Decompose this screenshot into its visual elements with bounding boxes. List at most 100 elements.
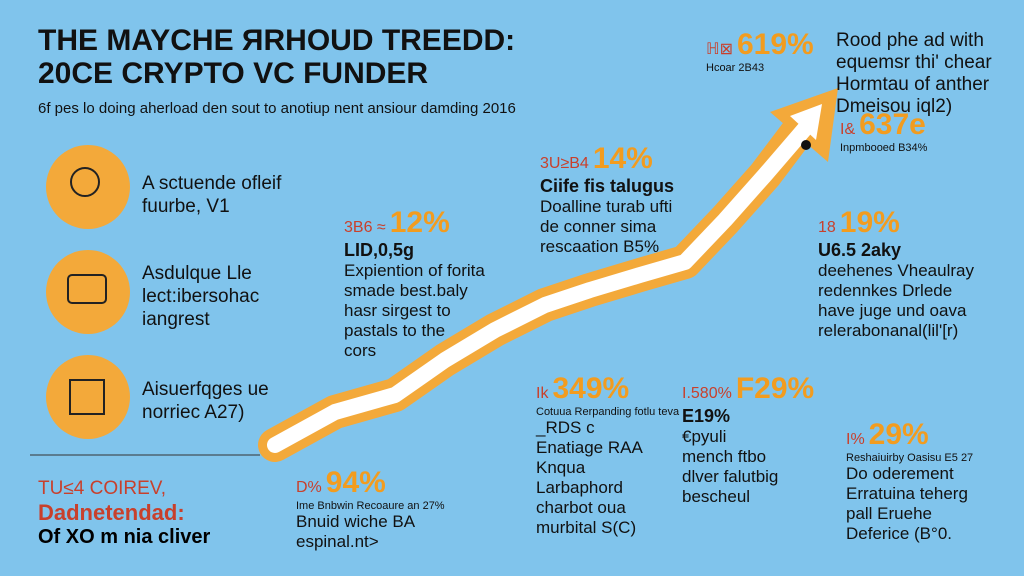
feature-text: A sctuende ofleif bbox=[142, 173, 282, 194]
callout-stat: 94% bbox=[325, 466, 386, 499]
callout-head: 3B6 ≈12% bbox=[344, 206, 485, 240]
note: Rood phe ad with equemsr thi' chear Hormta… bbox=[836, 30, 992, 118]
callout-line: cors bbox=[344, 341, 377, 360]
callout-head: I% 29% bbox=[846, 418, 973, 452]
callout-line: pall Eruehe bbox=[846, 504, 933, 523]
callout-sub: Ciife fis talugus bbox=[540, 176, 675, 196]
subtitle: 6f pes lo doing aherload den sout to ano… bbox=[38, 100, 516, 117]
callout-prefix: I.580% bbox=[682, 385, 732, 402]
callout-sub: Hcoar 2B43 bbox=[706, 62, 765, 74]
callout-line: deehenes Vheaulray bbox=[818, 261, 974, 280]
note-line: equemsr thi' chear bbox=[836, 52, 992, 73]
note-line: Rood phe ad with bbox=[836, 30, 984, 51]
callout-line: €pyuli bbox=[682, 427, 727, 446]
callout-line: Bnuid wiche BA bbox=[296, 512, 416, 531]
callout-line: pastals to the bbox=[344, 321, 446, 340]
feature-text: lect:ibersohac bbox=[142, 286, 260, 307]
footer-left: TU≤4 COIREV, Dadnetendad: Of XO m nia cl… bbox=[38, 478, 210, 549]
callout-stat: 619% bbox=[737, 28, 814, 61]
callout-line: espinal.nt> bbox=[296, 532, 379, 551]
callout-line: smade best.baly bbox=[344, 281, 468, 300]
callout-line: _RDS c bbox=[536, 418, 595, 437]
callout-line: murbital S(C) bbox=[536, 518, 637, 537]
callout-sub: Inpmbooed B34% bbox=[840, 142, 928, 154]
callout-line: charbot oua bbox=[536, 498, 626, 517]
callout-stat: 29% bbox=[868, 418, 929, 451]
callout-prefix: ℍ⊠ bbox=[706, 41, 733, 58]
arrow-head-inner bbox=[790, 104, 822, 140]
note-line: Dmeisou iql2) bbox=[836, 96, 953, 117]
callout-line: Doalline turab ufti bbox=[540, 197, 673, 216]
callout: 3U≥B4 14% Ciife fis talugus Doalline turab … bbox=[540, 142, 674, 257]
callout-line: mench ftbo bbox=[682, 447, 767, 466]
callout-sub: U6.5 2aky bbox=[818, 240, 902, 260]
icon bbox=[46, 355, 130, 439]
callout-head: I& 637e bbox=[840, 108, 927, 142]
callout: D% 94% Ime Bnbwin Recoaure an 27% Bnuid wic… bbox=[296, 466, 445, 552]
callout-head: ℍ⊠ 619% bbox=[706, 28, 814, 62]
callout-line: Knqua bbox=[536, 458, 586, 477]
feature-text: fuurbe, V1 bbox=[142, 196, 230, 217]
callout: ℍ⊠ 619% Hcoar 2B43 bbox=[706, 28, 814, 74]
callout-line: de conner sima bbox=[540, 217, 657, 236]
callout-head: Ik 349% bbox=[536, 372, 679, 406]
callout-line: bescheul bbox=[682, 487, 751, 506]
feature-text: norriec A27) bbox=[142, 402, 245, 423]
callout-stat: 14% bbox=[592, 142, 653, 175]
callout: 3B6 ≈12% LID,0,5g Expiention of forita smad… bbox=[344, 206, 485, 361]
callout-line: have juge und oava bbox=[818, 301, 967, 320]
icon-glyph bbox=[70, 167, 100, 197]
callout-stat: 637e bbox=[859, 108, 926, 141]
feature-text: iangrest bbox=[142, 309, 210, 330]
title-line: THE MAYCHE ЯRHOUD TREEDD: bbox=[38, 24, 516, 57]
callout-sub: Reshaiuirby Oasisu E5 27 bbox=[846, 452, 974, 464]
title-line: 20CE CRYPTO VC FUNDER bbox=[38, 57, 429, 90]
callout-line: Do oderement bbox=[846, 464, 954, 483]
callout-sub: Cotuua Rerpanding fotlu teva bbox=[536, 406, 680, 418]
callout-head: 3U≥B4 14% bbox=[540, 142, 674, 176]
callout: Ik 349% Cotuua Rerpanding fotlu teva _RDS c… bbox=[536, 372, 679, 538]
icon-glyph bbox=[67, 274, 107, 304]
feature: Asdulque Lle lect:ibersohac iangrest bbox=[142, 262, 259, 331]
icon-glyph bbox=[69, 379, 105, 415]
callout-line: dlver falutbig bbox=[682, 467, 779, 486]
callout-stat: F29% bbox=[735, 372, 815, 405]
callout-line: Enatiage RAA bbox=[536, 438, 643, 457]
headline: Dadnetendad: bbox=[38, 500, 185, 525]
callout-prefix: 3B6 ≈ bbox=[344, 219, 386, 236]
callout-head: D% 94% bbox=[296, 466, 445, 500]
tag: TU≤4 COIREV, bbox=[38, 478, 166, 499]
callout: I% 29% Reshaiuirby Oasisu E5 27 Do oderemen… bbox=[846, 418, 973, 544]
callout-line: rescaation B5% bbox=[540, 237, 660, 256]
callout-prefix: I& bbox=[840, 121, 856, 138]
dot bbox=[801, 140, 811, 150]
callout-prefix: I% bbox=[846, 431, 865, 448]
callout-line: redennkes Drlede bbox=[818, 281, 953, 300]
callout-prefix: 3U≥B4 bbox=[540, 155, 589, 172]
icon bbox=[46, 250, 130, 334]
callout-stat: 12% bbox=[389, 206, 450, 239]
feature-text: Aisuerfqges ue bbox=[142, 379, 269, 400]
feature: Aisuerfqges ue norriec A27) bbox=[142, 378, 269, 424]
callout-line: hasr sirgest to bbox=[344, 301, 451, 320]
callout-stat: 19% bbox=[839, 206, 900, 239]
feature-text: Asdulque Lle bbox=[142, 263, 252, 284]
callout-sub: Ime Bnbwin Recoaure an 27% bbox=[296, 500, 445, 512]
callout-line: Deferice (B°0. bbox=[846, 524, 953, 543]
callout-line: relerabonanal(lil'[r) bbox=[818, 321, 959, 340]
callout-head: I.580% F29% bbox=[682, 372, 814, 406]
line: Of XO m nia cliver bbox=[38, 526, 211, 548]
callout-line: Erratuina teherg bbox=[846, 484, 968, 503]
trend-arrow-inner bbox=[267, 117, 816, 453]
feature: A sctuende ofleif fuurbe, V1 bbox=[142, 172, 281, 218]
icon bbox=[46, 145, 130, 229]
callout-prefix: 18 bbox=[818, 219, 836, 236]
callout-line: Larbaphord bbox=[536, 478, 623, 497]
callout: I.580% F29% E19% €pyuli mench ftbo dlver falu… bbox=[682, 372, 814, 507]
note-line: Hormtau of anther bbox=[836, 74, 990, 95]
callout-line: Expiention of forita bbox=[344, 261, 485, 280]
callout-sub: LID,0,5g bbox=[344, 240, 415, 260]
callout-stat: 349% bbox=[552, 372, 630, 405]
